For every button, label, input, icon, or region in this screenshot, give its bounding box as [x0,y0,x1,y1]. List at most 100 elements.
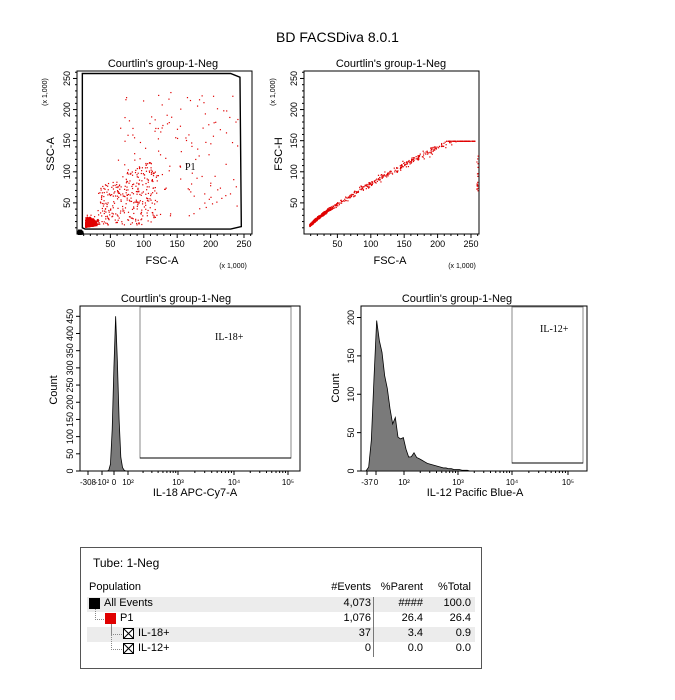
event-dot [86,220,88,222]
event-dot [139,200,141,202]
event-dot [139,158,141,160]
event-dot [136,222,138,225]
event-dot [127,219,129,221]
event-dot [131,185,133,188]
event-dot [155,127,157,130]
event-dot [126,171,129,174]
event-dot [144,177,146,179]
event-dot [147,179,150,181]
event-dot [145,193,147,195]
event-dot [363,186,365,188]
event-dot [93,223,95,225]
event-dot [114,195,117,197]
event-dot [477,158,479,160]
table-row[interactable]: P1 1,076 26.4 26.4 [87,609,475,627]
table-row[interactable]: All Events 4,073 #### 100.0 [87,597,475,612]
event-dot [394,169,396,171]
event-dot [117,215,119,217]
event-dot [146,167,148,169]
event-dot [108,211,110,213]
event-dot [428,152,430,154]
x-tick-label: 50 [105,239,115,249]
event-dot [320,213,323,215]
y-tick-label: 250 [65,378,75,393]
event-dot [150,221,152,223]
event-dot [112,185,114,187]
event-dot [97,209,99,212]
event-dot [171,116,173,118]
event-dot [355,192,357,194]
plot-fsch-fsca: Courtlin's group-1-Neg 50 100 150 200 250 50… [270,58,480,270]
event-dot [125,178,127,180]
event-dot [151,180,154,182]
event-dot [122,208,124,210]
event-dot [117,219,119,221]
y-tick-label: 200 [346,310,356,325]
event-dot [154,203,156,205]
event-dot [90,214,92,216]
event-dot [138,183,140,186]
event-dot [128,182,130,184]
event-dot [353,191,355,193]
event-dot [458,140,460,142]
event-dot [314,218,317,220]
event-dot [106,215,109,217]
event-dot [400,166,402,169]
event-dot [360,185,363,188]
event-dot [100,202,102,204]
event-dot [332,205,335,207]
event-dot [215,121,217,123]
event-dot [146,163,149,165]
event-dot [413,157,416,159]
event-dot [86,221,88,223]
event-dot [99,201,102,203]
x-tick-label: -37 [361,478,373,487]
event-dot [208,154,210,156]
event-dot [105,211,107,213]
event-dot [374,181,376,184]
event-dot [146,212,148,214]
row-total: 100.0 [443,597,471,609]
event-dot [125,182,128,184]
event-dot [85,220,87,222]
event-dot [101,215,103,217]
event-dot [86,219,88,221]
event-dot [410,162,412,164]
event-dot [165,157,167,159]
plot4-xlabel: IL-12 Pacific Blue-A [427,487,524,499]
row-events: 37 [358,627,371,639]
event-dot [449,140,451,142]
event-dot [318,217,320,219]
event-dot [311,224,313,226]
event-dot [326,210,328,212]
event-dot [107,194,109,196]
event-dot [312,221,314,223]
event-dot [424,153,427,155]
y-tick-label: 100 [65,429,75,444]
event-dot [208,124,210,126]
event-dot [114,184,116,186]
table-row[interactable]: IL-12+ 0 0.0 0.0 [87,624,475,657]
event-dot [315,218,318,220]
event-dot [140,213,142,215]
y-tick-label: 50 [346,428,356,438]
table-row[interactable]: IL-18+ 37 3.4 0.9 [87,624,475,642]
y-tick-label: 150 [289,133,299,148]
event-dot [377,174,380,176]
event-dot [231,142,234,144]
event-dot [145,164,147,166]
event-dot [315,219,317,221]
event-dot [369,183,371,185]
event-dot [212,95,215,97]
event-dot [148,170,150,172]
event-dot [127,219,130,221]
event-dot [90,220,93,222]
event-dot [444,141,446,143]
event-dot [129,194,131,196]
event-dot [147,209,149,212]
event-dot [92,223,94,225]
event-dot [86,218,89,220]
event-dot [131,208,134,211]
page-title: BD FACSDiva 8.0.1 [276,29,399,45]
event-dot [103,212,105,215]
